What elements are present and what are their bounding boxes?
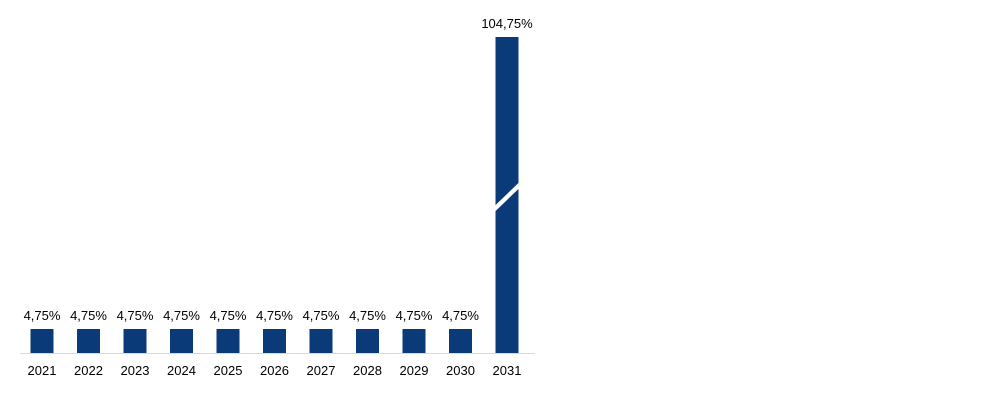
x-tick-label-2023: 2023 [121,363,150,378]
bar-2024 [170,329,193,353]
x-tick-label-2027: 2027 [307,363,336,378]
value-label-2027: 4,75% [303,308,340,323]
x-tick-label-2026: 2026 [260,363,289,378]
axis-break-mark [493,181,521,213]
value-label-2028: 4,75% [349,308,386,323]
value-label-2023: 4,75% [117,308,154,323]
value-label-2021: 4,75% [24,308,61,323]
x-tick-label-2025: 2025 [214,363,243,378]
value-label-2022: 4,75% [70,308,107,323]
x-tick-labels-group: 2021 2022 2023 2024 2025 2026 2027 2028 2029 2030… [28,363,522,378]
bar-2029 [402,329,426,353]
x-tick-label-2030: 2030 [446,363,475,378]
x-tick-label-2022: 2022 [74,363,103,378]
bars-group [30,37,521,353]
bar-2023 [123,329,147,353]
value-label-2031: 104,75% [481,16,533,31]
value-label-2024: 4,75% [163,308,200,323]
x-tick-label-2024: 2024 [167,363,196,378]
x-tick-label-2028: 2028 [353,363,382,378]
x-tick-label-2029: 2029 [400,363,429,378]
bar-2021 [30,329,54,353]
value-label-2026: 4,75% [256,308,293,323]
bar-2022 [77,329,100,353]
bar-2030 [449,329,472,353]
bar-2026 [263,329,286,353]
x-tick-label-2021: 2021 [28,363,57,378]
value-label-2029: 4,75% [396,308,433,323]
value-label-2030: 4,75% [442,308,479,323]
bar-2027 [309,329,333,353]
value-labels-group: 4,75% 4,75% 4,75% 4,75% 4,75% 4,75% 4,75% 4,75%… [24,16,534,323]
bar-2025 [216,329,240,353]
bar-2028 [356,329,379,353]
x-tick-label-2031: 2031 [493,363,522,378]
value-label-2025: 4,75% [210,308,247,323]
